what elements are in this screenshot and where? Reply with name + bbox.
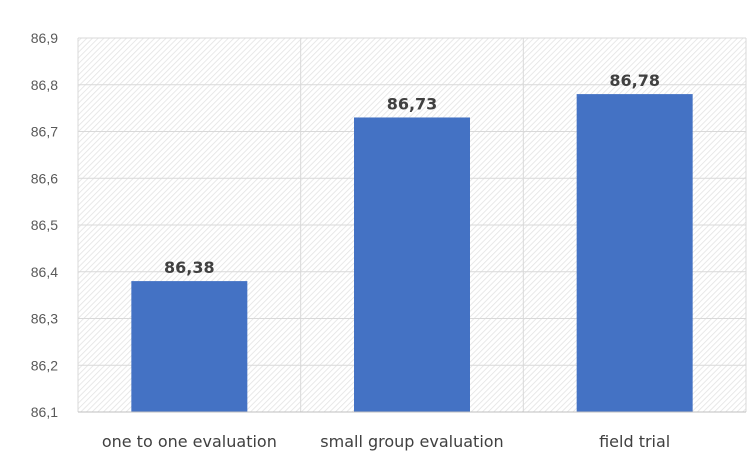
bars — [131, 94, 693, 412]
x-tick-label: small group evaluation — [320, 432, 503, 451]
y-tick-label: 86,1 — [31, 404, 58, 420]
y-tick-label: 86,9 — [31, 30, 58, 46]
y-tick-label: 86,6 — [31, 170, 58, 186]
y-tick-label: 86,2 — [31, 357, 58, 373]
y-tick-label: 86,5 — [31, 217, 58, 233]
data-label: 86,73 — [387, 94, 438, 113]
x-tick-label: one to one evaluation — [102, 432, 277, 451]
y-tick-label: 86,4 — [31, 264, 58, 280]
y-tick-label: 86,7 — [31, 124, 58, 140]
bar-2 — [354, 117, 470, 412]
bar-3 — [576, 94, 693, 412]
data-label: 86,78 — [609, 71, 660, 90]
bar-1 — [131, 281, 248, 412]
data-label: 86,38 — [164, 258, 215, 277]
labels: 86,1 86,2 86,3 86,4 86,5 86,6 86,7 86,8 86,9 86,3… — [31, 30, 670, 451]
y-tick-label: 86,8 — [31, 77, 58, 93]
y-tick-label: 86,3 — [31, 311, 58, 327]
x-tick-label: field trial — [599, 432, 670, 451]
